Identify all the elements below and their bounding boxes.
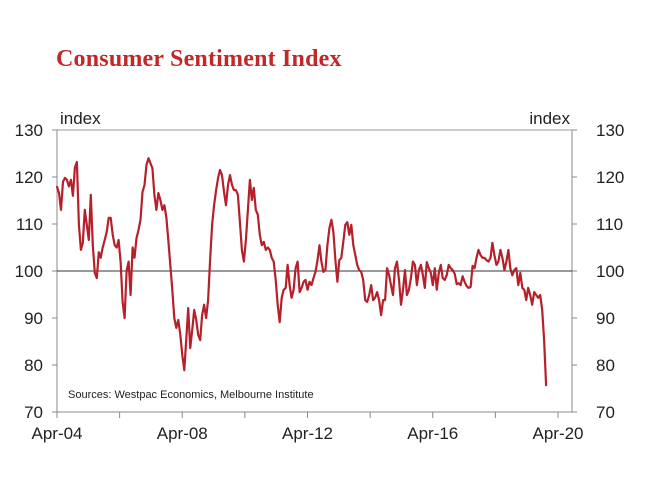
x-tick-label: Apr-08 — [157, 424, 208, 443]
chart-title: Consumer Sentiment Index — [56, 46, 342, 72]
series-group — [55, 157, 548, 387]
x-tick-label: Apr-20 — [532, 424, 583, 443]
y-axis-left-unit-label: index — [60, 109, 101, 128]
y-tick-label-left: 130 — [15, 121, 43, 140]
y-tick-label-left: 80 — [24, 356, 43, 375]
x-tick-label: Apr-04 — [31, 424, 82, 443]
y-tick-label-left: 100 — [15, 262, 43, 281]
y-tick-label-left: 120 — [15, 168, 43, 187]
source-note: Sources: Westpac Economics, Melbourne In… — [68, 389, 314, 401]
y-tick-label-right: 110 — [596, 215, 623, 234]
x-tick-label: Apr-12 — [282, 424, 333, 443]
y-tick-label-right: 130 — [596, 121, 624, 140]
y-tick-label-right: 100 — [596, 262, 624, 281]
y-axis-right-unit-label: index — [529, 109, 570, 128]
y-axis-right: 70 80 90 100 110 120 130 — [572, 121, 624, 422]
y-tick-label-right: 70 — [596, 403, 615, 422]
y-tick-label-right: 120 — [596, 168, 624, 187]
x-tick-label: Apr-16 — [407, 424, 458, 443]
y-tick-label-right: 90 — [596, 309, 615, 328]
y-tick-label-left: 110 — [16, 215, 43, 234]
y-tick-label-right: 80 — [596, 356, 615, 375]
y-axis-left: 70 80 90 100 110 120 130 — [15, 121, 57, 422]
series-line-consumer-sentiment — [55, 157, 548, 387]
x-axis: Apr-04 Apr-08 Apr-12 Apr-16 Apr-20 — [31, 412, 584, 443]
y-tick-label-left: 70 — [24, 403, 43, 422]
y-tick-label-left: 90 — [24, 309, 43, 328]
